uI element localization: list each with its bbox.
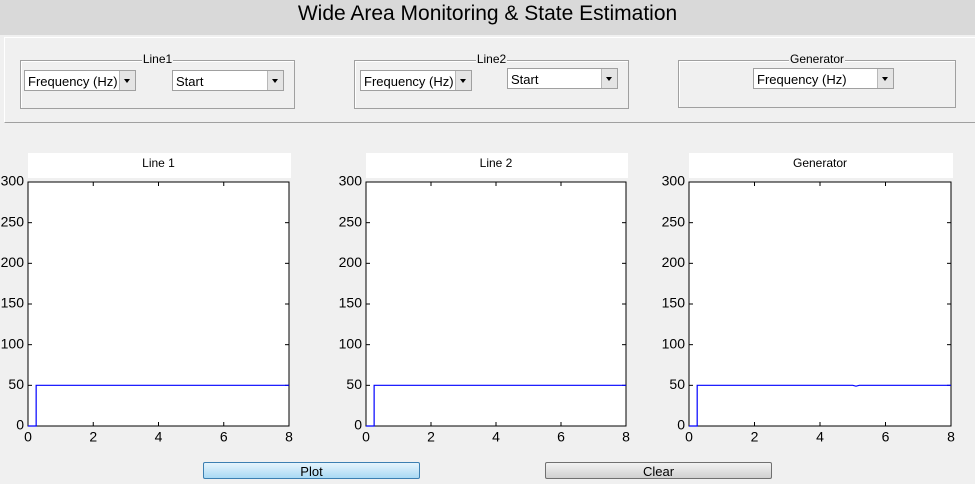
group-box: Line2 Frequency (Hz) Start — [354, 52, 629, 109]
x-tick-label: 4 — [816, 429, 824, 445]
y-tick-label: 150 — [339, 295, 363, 311]
group-box: Generator Frequency (Hz) — [678, 52, 956, 108]
title-bar: Wide Area Monitoring & State Estimation — [0, 0, 975, 35]
y-tick-label: 100 — [662, 335, 686, 351]
y-tick-label: 300 — [1, 173, 25, 189]
title-box — [689, 153, 953, 178]
y-tick-label: 300 — [339, 173, 363, 189]
dropdown-text: Frequency (Hz) — [364, 74, 454, 89]
dropdown[interactable]: Start — [172, 70, 284, 91]
dropdown[interactable]: Frequency (Hz) — [360, 70, 472, 91]
y-tick-label: 50 — [346, 376, 362, 392]
data-line — [689, 384, 951, 427]
dropdown[interactable]: Start — [507, 68, 618, 89]
title-box — [28, 153, 291, 178]
x-tick-label: 2 — [89, 429, 97, 445]
data-line — [28, 384, 289, 427]
dropdown[interactable]: Frequency (Hz) — [24, 70, 136, 91]
group-title: Line1 — [141, 52, 174, 66]
app-title: Wide Area Monitoring & State Estimation — [297, 2, 678, 25]
y-tick-label: 100 — [339, 335, 363, 351]
x-tick-label: 8 — [947, 429, 955, 445]
x-tick-label: 2 — [751, 429, 759, 445]
y-tick-label: 200 — [1, 254, 25, 270]
y-tick-label: 250 — [662, 213, 686, 229]
x-tick-label: 6 — [882, 429, 890, 445]
dropdown-text: Start — [511, 72, 539, 87]
title-box — [366, 153, 628, 178]
dropdown-text: Frequency (Hz) — [757, 72, 847, 87]
group-box: Line1 Frequency (Hz) Start — [20, 52, 295, 109]
y-tick-label: 0 — [16, 417, 24, 433]
x-tick-label: 6 — [557, 429, 565, 445]
y-tick-label: 50 — [8, 376, 24, 392]
y-tick-label: 250 — [1, 213, 25, 229]
y-tick-label: 50 — [669, 376, 685, 392]
x-tick-label: 0 — [685, 429, 693, 445]
x-tick-label: 6 — [220, 429, 228, 445]
data-line — [366, 384, 626, 427]
y-tick-label: 250 — [339, 213, 363, 229]
y-tick-label: 200 — [339, 254, 363, 270]
plot-area — [688, 181, 952, 427]
y-tick-label: 300 — [662, 173, 686, 189]
x-tick-label: 0 — [362, 429, 370, 445]
y-tick-label: 0 — [677, 417, 685, 433]
dropdown-text: Start — [176, 74, 204, 89]
plot-area — [27, 181, 290, 427]
x-tick-label: 4 — [492, 429, 500, 445]
clear-button[interactable]: Clear — [545, 462, 772, 479]
group-title: Generator — [788, 52, 846, 66]
y-tick-label: 0 — [354, 417, 362, 433]
plot-button[interactable]: Plot — [203, 462, 420, 479]
chart-title: Line 1 — [142, 156, 175, 170]
chart-title: Generator — [793, 156, 847, 170]
dropdown[interactable]: Frequency (Hz) — [753, 68, 894, 89]
x-tick-label: 8 — [285, 429, 293, 445]
button-label: Plot — [300, 464, 323, 479]
x-tick-label: 4 — [155, 429, 163, 445]
y-tick-label: 150 — [1, 295, 25, 311]
x-tick-label: 8 — [622, 429, 630, 445]
dropdown-text: Frequency (Hz) — [28, 74, 118, 89]
y-tick-label: 200 — [662, 254, 686, 270]
y-tick-label: 100 — [1, 335, 25, 351]
group-title: Line2 — [475, 52, 508, 66]
x-tick-label: 0 — [24, 429, 32, 445]
chart-title: Line 2 — [480, 156, 513, 170]
button-label: Clear — [642, 464, 675, 479]
plot-area — [365, 181, 627, 427]
control-panel — [4, 37, 975, 123]
x-tick-label: 2 — [427, 429, 435, 445]
y-tick-label: 150 — [662, 295, 686, 311]
